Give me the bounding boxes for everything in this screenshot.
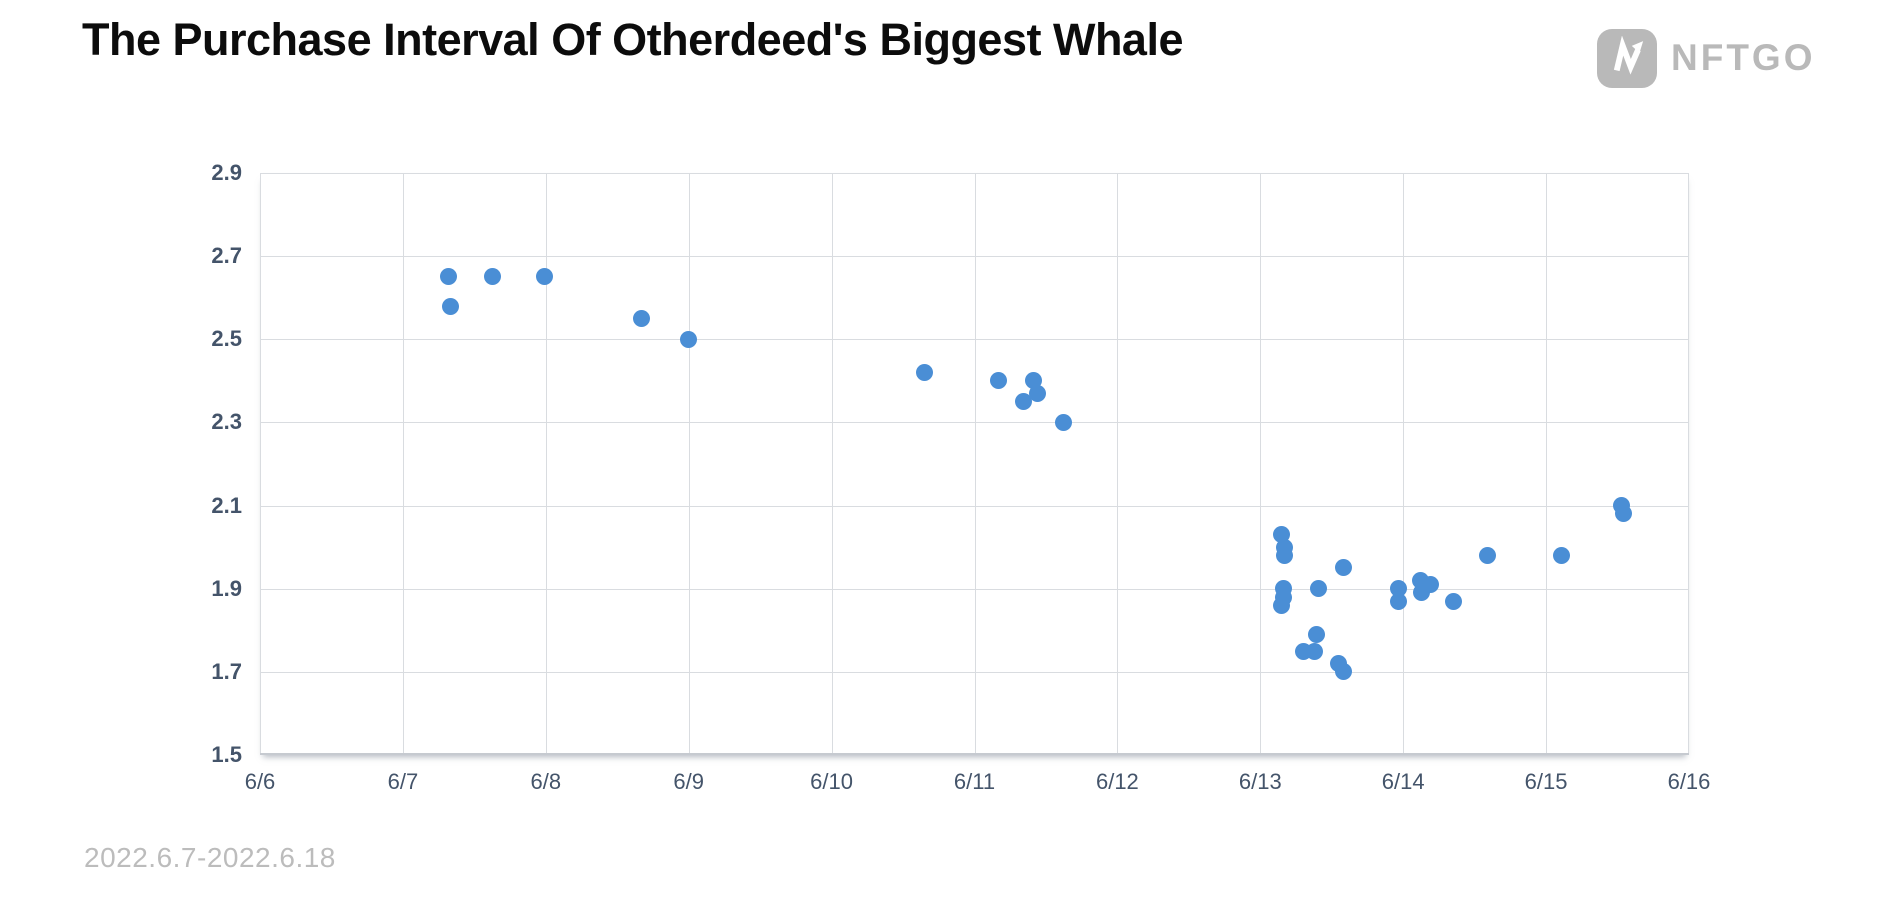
data-point (1334, 559, 1352, 577)
data-point (1479, 546, 1496, 564)
gridline-vertical (688, 173, 690, 753)
gridline-vertical (831, 173, 833, 753)
y-axis-tick-label: 2.9 (211, 160, 242, 185)
y-axis-tick-label: 2.5 (211, 326, 242, 352)
data-point (1054, 413, 1072, 431)
x-axis-tick-label: 6/9 (673, 769, 704, 794)
x-axis-tick-label: 6/7 (387, 769, 419, 794)
x-axis-tick-label: 6/12 (1095, 769, 1139, 794)
data-point (1421, 576, 1439, 594)
y-axis-tick-label: 2.1 (211, 492, 242, 518)
data-point (1014, 393, 1032, 411)
gridline-vertical (1546, 173, 1548, 753)
data-point (484, 268, 502, 286)
x-axis-tick-label: 6/16 (1667, 769, 1711, 794)
data-point (1444, 592, 1462, 610)
data-point (441, 297, 459, 315)
y-axis-tick-label: 1.9 (211, 575, 242, 601)
data-point (990, 372, 1008, 390)
data-point (680, 330, 698, 348)
y-axis-tick-label: 1.5 (211, 742, 242, 767)
data-point (1553, 546, 1571, 564)
gridline-vertical (260, 173, 261, 753)
data-point (1614, 505, 1632, 523)
y-axis-tick-label: 2.7 (211, 243, 242, 269)
nftgo-wordmark: NFTGO (1671, 37, 1816, 78)
gridline-vertical (545, 173, 547, 753)
gridline-vertical (1260, 173, 1262, 753)
x-axis-tick-label: 6/13 (1238, 769, 1282, 794)
data-point (1273, 596, 1291, 614)
gridline-vertical (1403, 173, 1405, 753)
nftgo-n-arrow-icon (1597, 28, 1657, 88)
data-point (915, 364, 933, 382)
x-axis-tick-label: 6/14 (1381, 769, 1425, 794)
x-axis-tick-label: 6/10 (810, 769, 853, 794)
y-axis-tick-label: 2.3 (211, 409, 242, 435)
data-point (440, 268, 458, 286)
gridline-vertical (1688, 173, 1689, 753)
data-point (1390, 592, 1408, 610)
y-axis-tick-label: 1.7 (211, 658, 242, 684)
x-axis-tick-label: 6/6 (244, 769, 276, 794)
data-point (1310, 580, 1328, 598)
plot-area (260, 173, 1689, 755)
data-point (1276, 546, 1294, 564)
data-point (535, 268, 553, 286)
x-axis-tick-label: 6/11 (953, 769, 996, 794)
data-point (1306, 642, 1324, 660)
gridline-vertical (974, 173, 976, 753)
x-axis-tick-label: 6/15 (1524, 769, 1568, 794)
data-point (1334, 663, 1352, 681)
data-point (633, 310, 651, 327)
gridline-vertical (402, 173, 404, 753)
page-title: The Purchase Interval Of Otherdeed's Big… (82, 14, 1184, 65)
x-axis-tick-label: 6/8 (530, 769, 562, 794)
nftgo-logo: NFTGO (1597, 28, 1815, 88)
data-point (1028, 384, 1046, 402)
gridline-vertical (1117, 173, 1119, 753)
data-point (1307, 625, 1325, 643)
date-range-label: 2022.6.7-2022.6.18 (84, 842, 336, 873)
